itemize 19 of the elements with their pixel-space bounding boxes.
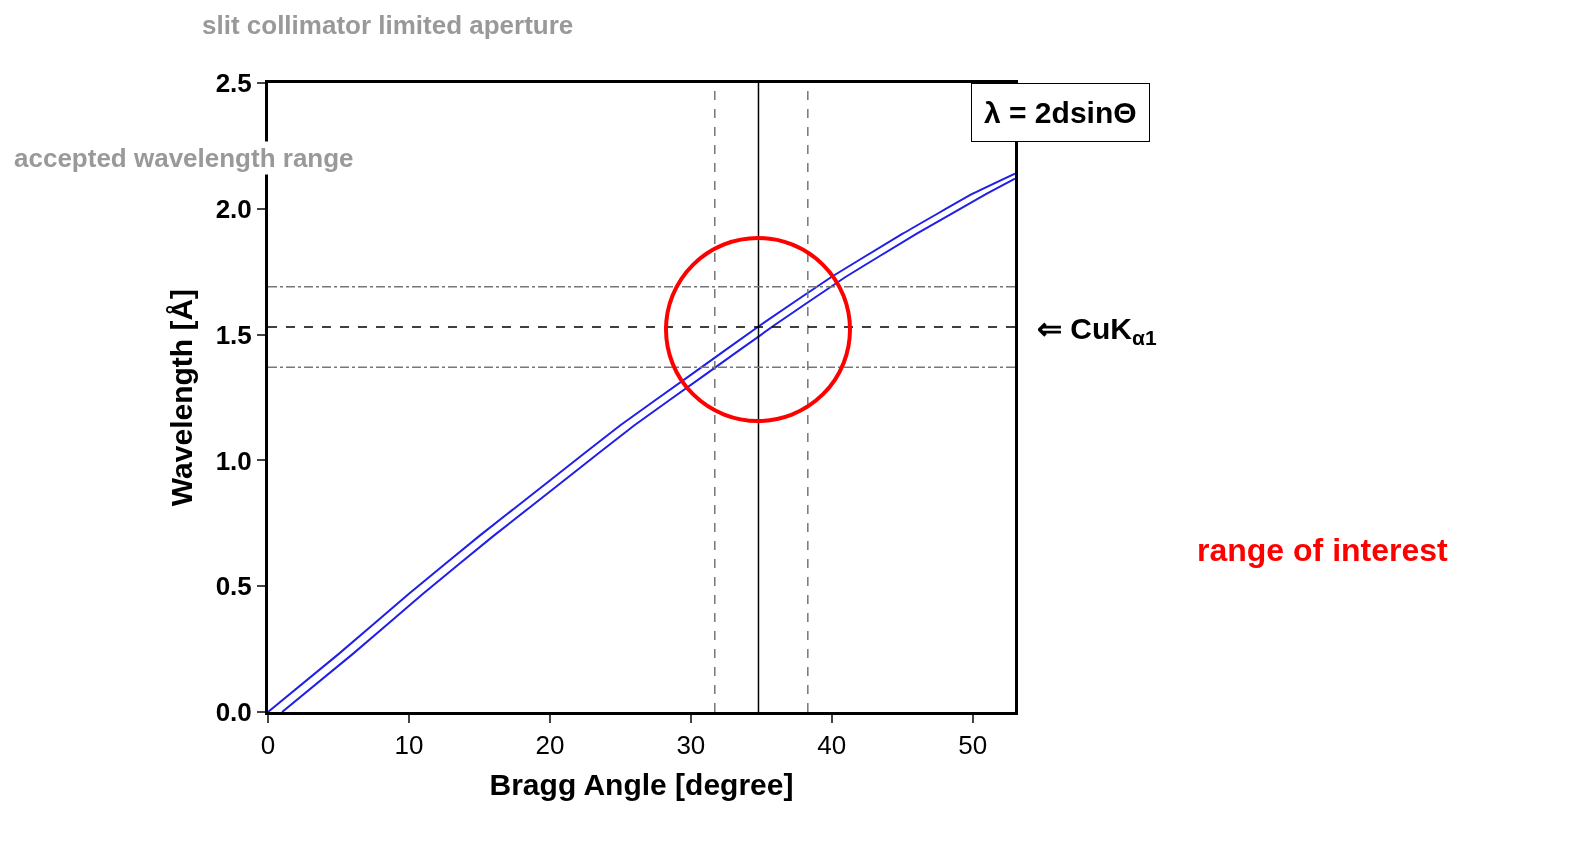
annotation: λ = 2dsinΘ [984, 96, 1137, 129]
text: slit collimator limited aperture [202, 10, 574, 40]
y-tick-label: 2.0 [215, 193, 252, 224]
x-tick-label: 40 [817, 730, 847, 761]
x-tick-label: 0 [260, 730, 276, 761]
y-tick-label: 1.0 [215, 445, 252, 476]
y-axis-title: Wavelength [Å] [164, 288, 198, 507]
text: ⇐ CuK$_{α1}$ [1037, 312, 1157, 350]
x-tick-label: 20 [535, 730, 565, 761]
y-tick-label: 2.5 [215, 68, 252, 99]
x-axis-title: Bragg Angle [degree] [489, 767, 794, 801]
y-tick-label: 0.5 [215, 571, 252, 602]
y-tick-label: 1.5 [215, 319, 252, 350]
x-tick-label: 50 [958, 730, 988, 761]
text: range of interest [1197, 532, 1449, 568]
y-tick-label: 0.0 [215, 697, 252, 728]
x-tick-label: 30 [676, 730, 706, 761]
x-tick-label: 10 [394, 730, 424, 761]
annotation: accepted wavelength range [14, 143, 354, 173]
